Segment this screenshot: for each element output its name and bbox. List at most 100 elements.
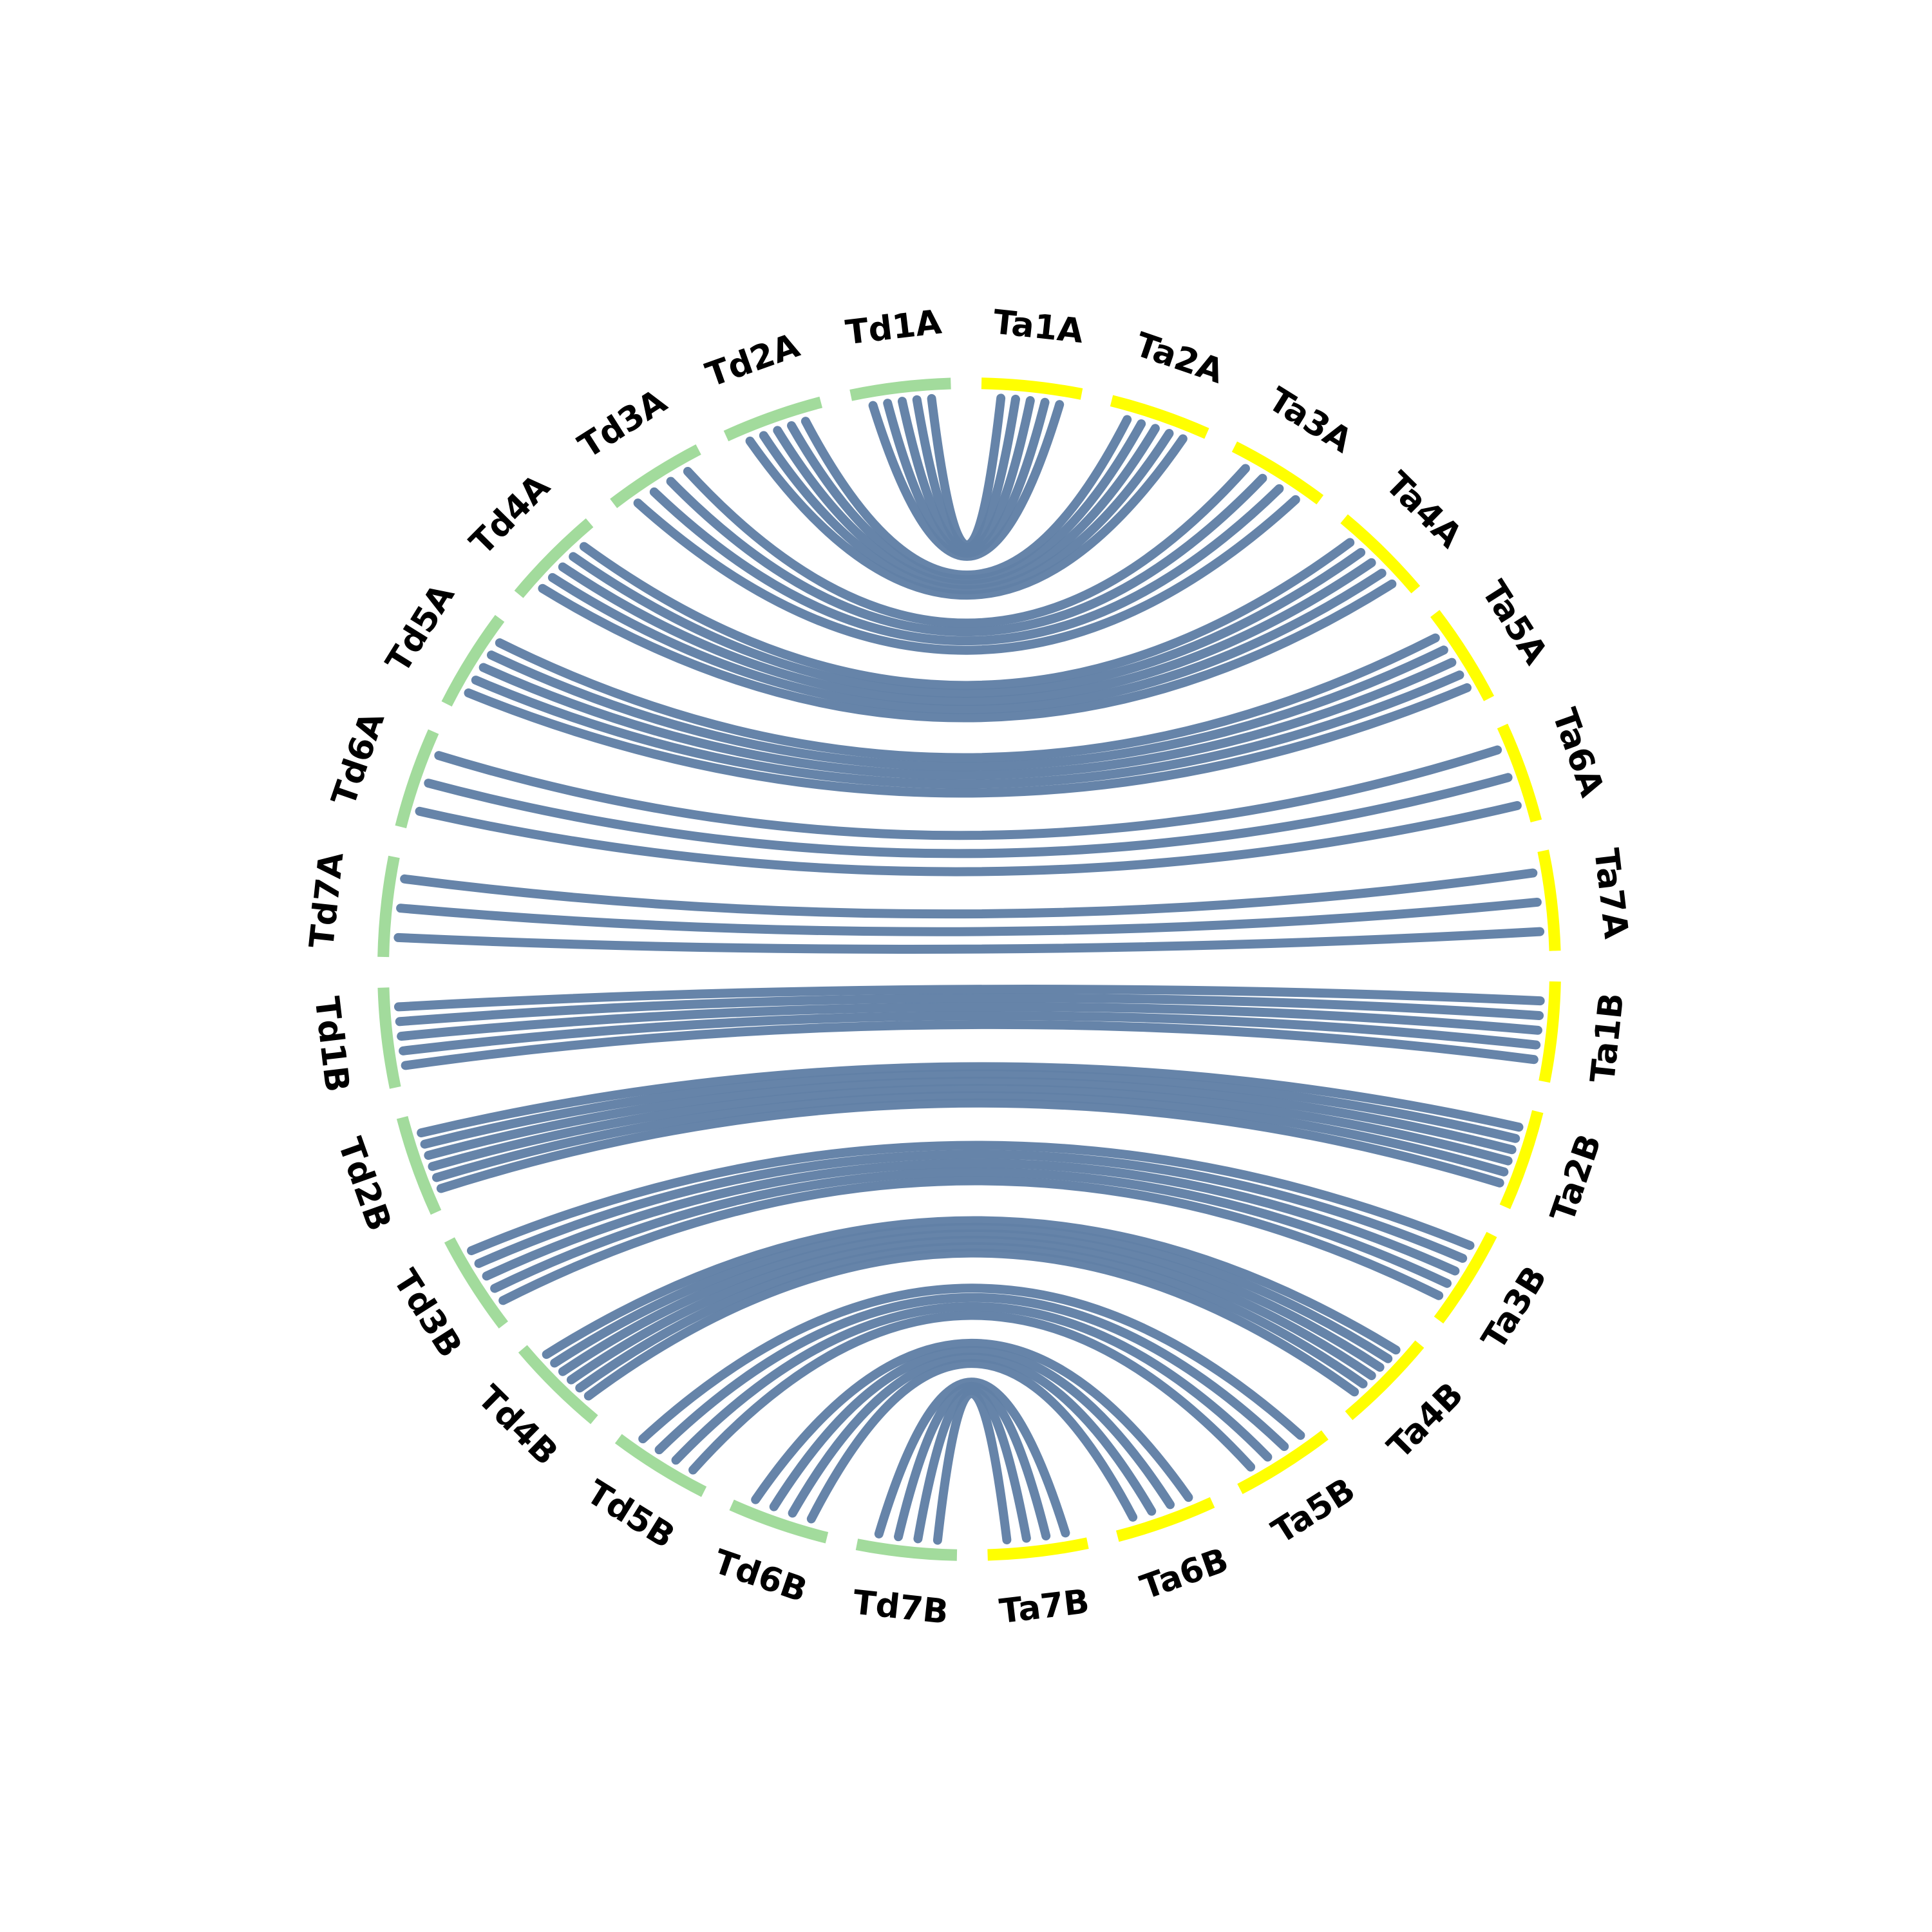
link-td3a-ta3a — [649, 484, 1284, 646]
link-td4a-ta4a — [558, 558, 1376, 706]
segment-label-td1a: Td1A — [844, 303, 943, 352]
link-td6a-ta6a — [424, 773, 1513, 858]
segment-arc-ta7a — [1537, 849, 1561, 951]
link-td3b-ta3b — [490, 1167, 1452, 1293]
link-td4b-ta4b — [542, 1216, 1401, 1359]
link-td4a-ta4a — [547, 569, 1387, 714]
segment-arc-ta2a — [1110, 395, 1209, 439]
link-td1a-ta1a — [927, 393, 1006, 549]
link-td3a-ta3a — [666, 473, 1267, 636]
link-td5a-ta5a — [495, 633, 1440, 762]
segment-arc-td4a — [514, 518, 594, 598]
link-td2b-ta2b — [436, 1098, 1504, 1193]
link-td2a-ta2a — [759, 429, 1174, 594]
segment-arc-td5b — [614, 1434, 707, 1497]
segment-label-ta3b: Ta3B — [1475, 1260, 1555, 1356]
segment-arc-ta1b — [1539, 981, 1561, 1083]
segment-arc-td6a — [395, 729, 439, 829]
segment-label-td5b: Td5B — [580, 1473, 681, 1556]
segment-arc-td3a — [610, 444, 701, 508]
link-td4b-ta4b — [566, 1235, 1376, 1385]
segment-arc-td4b — [518, 1345, 598, 1425]
link-td7b-ta7b — [874, 1378, 1070, 1539]
link-td2a-ta2a — [800, 415, 1132, 580]
segment-arc-td1a — [849, 377, 951, 401]
segment-arcs-layer — [377, 377, 1561, 1561]
segment-arc-td2a — [723, 396, 823, 442]
segment-arc-ta2b — [1499, 1110, 1544, 1209]
segment-arc-ta4a — [1340, 514, 1421, 594]
link-td1b-ta1b — [401, 1019, 1539, 1070]
link-td2b-ta2b — [424, 1076, 1517, 1160]
segment-label-ta5b: Ta5B — [1265, 1471, 1362, 1552]
link-td7a-ta7a — [396, 897, 1542, 936]
link-td2a-ta2a — [745, 434, 1188, 600]
segment-label-ta6a: Ta6A — [1544, 704, 1611, 802]
link-td5a-ta5a — [471, 670, 1464, 789]
link-td4b-ta4b — [550, 1222, 1393, 1368]
segment-label-td6a: Td6A — [325, 707, 392, 811]
link-td2b-ta2b — [417, 1062, 1524, 1138]
link-td6b-ta6b — [806, 1359, 1138, 1524]
segment-label-td2b: Td2B — [330, 1133, 399, 1236]
segment-label-td2a: Td2A — [701, 327, 804, 395]
segment-label-ta2b: Ta2B — [1544, 1130, 1609, 1227]
segment-arc-td7b — [855, 1539, 958, 1561]
link-td4b-ta4b — [583, 1248, 1359, 1401]
link-td7a-ta7a — [400, 868, 1538, 919]
link-td1b-ta1b — [395, 993, 1544, 1027]
segment-arc-ta7b — [987, 1537, 1089, 1561]
link-td1b-ta1b — [393, 985, 1545, 1012]
segment-label-td3b: Td3B — [385, 1263, 469, 1365]
link-td5b-ta5b — [654, 1293, 1289, 1455]
segment-label-ta1b: Ta1B — [1584, 991, 1632, 1084]
segment-arc-ta6b — [1115, 1497, 1215, 1542]
segment-arc-ta3a — [1231, 441, 1324, 505]
link-td2b-ta2b — [431, 1091, 1509, 1182]
link-td5b-ta5b — [688, 1311, 1256, 1475]
segment-arc-td1b — [377, 987, 401, 1089]
link-td4a-ta4a — [569, 547, 1366, 698]
segment-arc-td5a — [441, 614, 505, 707]
link-td7a-ta7a — [393, 927, 1545, 954]
segment-arc-ta4b — [1345, 1340, 1425, 1421]
link-td4a-ta4a — [538, 579, 1397, 723]
link-td3a-ta3a — [683, 464, 1250, 628]
link-td1b-ta1b — [399, 1011, 1541, 1056]
segment-label-ta4a: Ta4A — [1378, 464, 1470, 555]
segment-label-ta5a: Ta5A — [1474, 574, 1555, 672]
segment-arc-td3b — [444, 1237, 508, 1329]
link-td3b-ta3b — [498, 1176, 1444, 1305]
link-td6a-ta6a — [434, 745, 1502, 840]
segment-arc-td6b — [729, 1499, 829, 1544]
links-layer — [393, 393, 1545, 1545]
link-td3a-ta3a — [633, 495, 1300, 655]
link-td6a-ta6a — [415, 800, 1522, 876]
segment-label-td7b: Td7B — [851, 1584, 951, 1633]
segment-arc-td7a — [377, 855, 400, 958]
link-td6b-ta6b — [769, 1345, 1175, 1511]
segment-label-ta7a: Ta7A — [1586, 846, 1635, 940]
segment-label-td3a: Td3A — [572, 382, 674, 466]
link-td2a-ta2a — [787, 419, 1146, 584]
link-td1b-ta1b — [397, 1002, 1542, 1041]
segment-label-td7a: Td7A — [303, 851, 352, 951]
link-td5a-ta5a — [478, 658, 1457, 780]
segment-label-ta7b: Ta7B — [998, 1582, 1092, 1631]
segment-arc-ta6a — [1497, 723, 1542, 823]
segment-label-td4b: Td4B — [470, 1378, 565, 1473]
segment-label-td4a: Td4A — [462, 467, 558, 562]
link-td6b-ta6b — [751, 1338, 1193, 1504]
link-td4a-ta4a — [579, 538, 1355, 690]
segment-label-ta2a: Ta2A — [1130, 325, 1228, 391]
link-td5b-ta5b — [638, 1283, 1305, 1444]
segment-label-ta3a: Ta3A — [1262, 380, 1359, 460]
segment-arc-ta1a — [981, 377, 1083, 400]
link-td3b-ta3b — [467, 1141, 1475, 1256]
segment-label-ta4b: Ta4B — [1380, 1376, 1471, 1466]
segment-label-td6b: Td6B — [709, 1542, 812, 1610]
segment-arc-ta3b — [1434, 1231, 1497, 1324]
segment-label-td5a: Td5A — [379, 578, 462, 679]
